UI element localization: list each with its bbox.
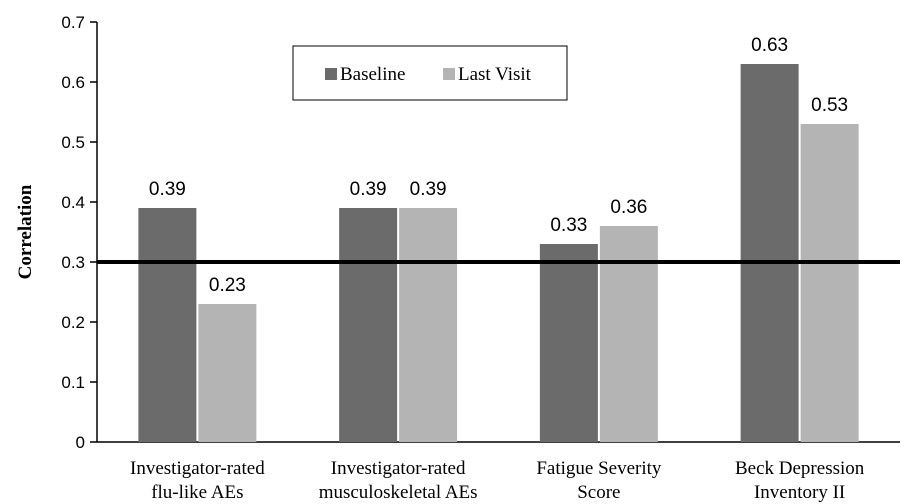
data-label: 0.53 [811, 95, 848, 116]
bar-last-visit [599, 226, 658, 442]
category-label: flu-like AEs [151, 482, 243, 503]
y-tick-label: 0.4 [61, 193, 85, 212]
category-label: musculoskeletal AEs [319, 482, 478, 503]
data-label: 0.23 [209, 275, 246, 296]
y-tick-label: 0.5 [61, 133, 85, 152]
legend-swatch-last-visit [443, 68, 455, 80]
legend-label-baseline: Baseline [340, 64, 405, 85]
y-tick-label: 0 [76, 433, 85, 452]
category-label: Score [577, 482, 620, 503]
category-label: Investigator-rated [130, 458, 265, 479]
data-label: 0.63 [751, 35, 788, 56]
data-label: 0.39 [149, 179, 186, 200]
legend-label-last-visit: Last Visit [458, 64, 532, 85]
bar-baseline [138, 208, 197, 442]
bar-baseline [539, 244, 598, 442]
data-label: 0.39 [410, 179, 447, 200]
y-tick-label: 0.7 [61, 13, 85, 32]
category-label: Investigator-rated [331, 458, 466, 479]
data-label: 0.39 [350, 179, 387, 200]
legend-box [292, 45, 568, 101]
category-label: Beck Depression [735, 458, 865, 479]
bar-baseline [740, 64, 799, 442]
data-label: 0.33 [550, 215, 587, 236]
data-label: 0.36 [610, 197, 647, 218]
y-tick-label: 0.3 [61, 253, 85, 272]
category-label: Inventory II [754, 482, 845, 503]
y-tick-label: 0.6 [61, 73, 85, 92]
y-tick-label: 0.2 [61, 313, 85, 332]
bar-baseline [339, 208, 398, 442]
bar-last-visit [399, 208, 458, 442]
y-tick-label: 0.1 [61, 373, 85, 392]
category-label: Fatigue Severity [536, 458, 662, 479]
bar-last-visit [198, 304, 257, 442]
bar-last-visit [800, 124, 859, 442]
y-axis-title: Correlation [15, 184, 36, 279]
legend-swatch-baseline [325, 68, 337, 80]
